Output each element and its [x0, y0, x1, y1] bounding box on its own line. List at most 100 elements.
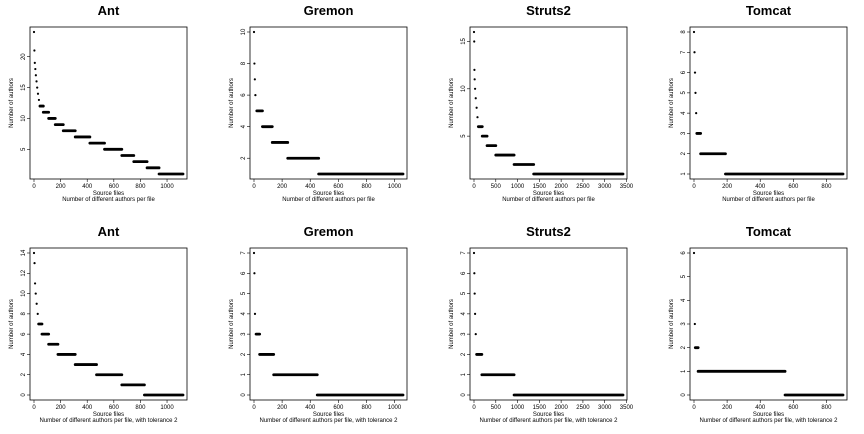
x-axis-subtitle: Number of different authors per file — [62, 197, 155, 203]
y-tick-label: 12 — [21, 269, 27, 276]
data-point — [473, 272, 476, 275]
data-point — [253, 62, 256, 65]
chart-panel-7: Struts2 0 500 1000 1500 2000 2500 3000 3500 0 1 2 3 4… — [449, 224, 634, 424]
x-tick-label: 200 — [277, 405, 288, 411]
y-tick-label: 5 — [681, 91, 687, 95]
chart-title: Ant — [98, 3, 120, 18]
data-point — [472, 30, 476, 34]
x-tick-label: 1000 — [160, 405, 174, 411]
x-tick-label: 3000 — [598, 184, 612, 190]
x-tick-label: 600 — [333, 184, 344, 190]
x-axis-subtitle: Number of different authors per file, wi… — [700, 418, 839, 424]
y-axis-label: Number of authors — [449, 299, 455, 349]
data-point — [474, 97, 477, 100]
x-tick-label: 800 — [821, 405, 832, 411]
data-point — [693, 51, 696, 54]
data-point — [692, 30, 696, 34]
y-tick-label: 6 — [681, 70, 687, 74]
y-axis-label: Number of authors — [229, 299, 235, 349]
y-tick-label: 5 — [681, 274, 687, 278]
data-point — [35, 80, 38, 83]
y-tick-label: 6 — [241, 93, 247, 97]
data-point — [252, 30, 256, 34]
x-tick-label: 600 — [109, 184, 120, 190]
x-axis-label: Source files — [93, 412, 124, 418]
y-tick-label: 2 — [21, 372, 27, 376]
x-tick-label: 3500 — [620, 184, 634, 190]
x-tick-label: 800 — [361, 405, 372, 411]
x-tick-label: 600 — [788, 405, 799, 411]
x-tick-label: 600 — [788, 184, 799, 190]
x-tick-label: 2500 — [576, 184, 590, 190]
y-axis-label: Number of authors — [229, 78, 235, 128]
data-point — [253, 312, 257, 315]
y-tick-label: 5 — [21, 147, 27, 151]
chart-title: Ant — [98, 224, 120, 239]
data-point — [473, 312, 477, 315]
x-axis-label: Source files — [313, 191, 344, 197]
x-tick-label: 200 — [722, 405, 733, 411]
x-tick-label: 1000 — [388, 405, 402, 411]
x-tick-label: 800 — [135, 184, 146, 190]
x-axis-subtitle: Number of different authors per file, wi… — [480, 418, 619, 424]
x-tick-label: 1000 — [160, 184, 174, 190]
x-tick-label: 400 — [82, 405, 93, 411]
x-tick-label: 1000 — [511, 405, 525, 411]
y-tick-label: 2 — [241, 156, 247, 160]
x-tick-label: 0 — [692, 405, 696, 411]
y-tick-label: 6 — [461, 271, 467, 275]
y-tick-label: 6 — [21, 332, 27, 336]
y-tick-label: 4 — [21, 352, 27, 356]
x-tick-label: 500 — [491, 184, 502, 190]
x-axis-subtitle: Number of different authors per file — [502, 197, 595, 203]
data-point — [36, 86, 39, 89]
y-tick-label: 0 — [21, 393, 27, 397]
data-point — [693, 322, 696, 326]
x-tick-label: 3000 — [598, 405, 612, 411]
data-point — [474, 333, 477, 336]
y-tick-label: 4 — [241, 124, 247, 128]
y-axis-label: Number of authors — [669, 78, 675, 128]
x-tick-label: 0 — [472, 405, 476, 411]
y-tick-label: 0 — [241, 393, 247, 397]
chart-title: Struts2 — [526, 224, 571, 239]
y-tick-label: 10 — [461, 85, 467, 92]
x-tick-label: 3500 — [620, 405, 634, 411]
x-tick-label: 2500 — [576, 405, 590, 411]
y-tick-label: 1 — [461, 372, 467, 376]
x-tick-label: 400 — [755, 405, 766, 411]
x-tick-label: 1500 — [533, 405, 547, 411]
x-tick-label: 2000 — [554, 405, 568, 411]
y-axis-label: Number of authors — [669, 299, 675, 349]
x-axis-label: Source files — [313, 412, 344, 418]
x-tick-label: 600 — [333, 405, 344, 411]
y-tick-label: 4 — [681, 298, 687, 302]
data-point — [694, 91, 697, 94]
x-tick-label: 800 — [821, 184, 832, 190]
y-tick-label: 20 — [21, 53, 27, 60]
x-tick-label: 800 — [135, 405, 146, 411]
y-tick-label: 10 — [21, 290, 27, 297]
data-point — [472, 251, 476, 255]
chart-panel-6: Gremon 0 200 400 600 800 1000 0 1 2 3 4 5 6 7 Source fi… — [229, 224, 408, 424]
data-point — [36, 312, 39, 315]
chart-panel-3: Struts2 0 500 1000 1500 2000 2500 3000 3500 5 10 15… — [449, 3, 634, 203]
x-axis-label: Source files — [533, 191, 564, 197]
y-tick-label: 8 — [21, 312, 27, 316]
y-tick-label: 1 — [241, 372, 247, 376]
x-tick-label: 400 — [755, 184, 766, 190]
y-tick-label: 0 — [681, 393, 687, 397]
plot-frame — [249, 247, 408, 401]
data-point — [32, 30, 36, 34]
y-tick-label: 7 — [461, 251, 467, 255]
data-point — [473, 292, 476, 295]
data-point — [253, 78, 256, 81]
y-tick-label: 6 — [681, 251, 687, 255]
y-tick-label: 10 — [21, 114, 27, 121]
data-point — [252, 251, 256, 255]
x-tick-label: 0 — [252, 184, 256, 190]
x-axis-label: Source files — [93, 191, 124, 197]
y-tick-label: 10 — [241, 28, 247, 35]
data-point — [473, 78, 476, 81]
